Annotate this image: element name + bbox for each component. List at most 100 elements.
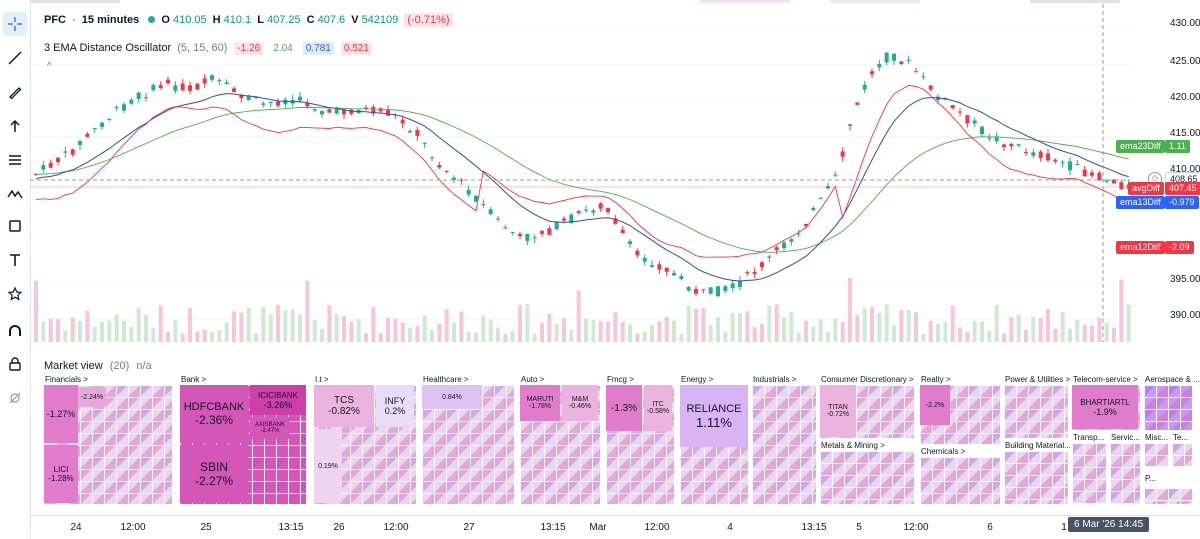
sector-consumer-discretionary[interactable]: Consumer Discretionary > TITAN -0.72%: [818, 374, 916, 440]
indicator-title[interactable]: 3 EMA Distance Oscillator: [44, 42, 172, 54]
price-label-420: 420.00: [1170, 92, 1200, 103]
sector-metals-mining[interactable]: Metals & Mining >: [818, 440, 916, 506]
chart-legend: PFC · 15 minutes O 410.05 H 410.1 L 407.25 …: [44, 13, 456, 27]
crosshair-time-label: 6 Mar '26 14:45: [1068, 517, 1150, 532]
pattern-icon[interactable]: [3, 182, 27, 206]
open-key: O: [161, 14, 170, 26]
volume-key: V: [351, 14, 359, 26]
stock-tile-icicibank[interactable]: ICICIBANK -3.26%: [250, 385, 306, 415]
market-view-status: n/a: [136, 360, 152, 372]
time-tick: 13:15: [278, 522, 304, 533]
close-value: 407.6: [317, 14, 346, 26]
change-badge: (-0.71%): [404, 13, 453, 27]
sector-building-material[interactable]: Building Material...: [1002, 440, 1071, 506]
stock-tile-sbin[interactable]: SBIN -2.27%: [180, 445, 248, 503]
ema13-line: [35, 93, 1129, 282]
stock-tile-hdfcbank[interactable]: HDFCBANK -2.36%: [180, 385, 248, 443]
ema13-value-tag: -0.979: [1165, 196, 1199, 209]
market-view-title: Market view: [44, 360, 103, 372]
sector-p[interactable]: P...: [1142, 468, 1194, 506]
time-tick: 12:00: [383, 522, 409, 533]
price-label-390: 390.00: [1170, 310, 1200, 321]
stock-tile-tcs[interactable]: TCS -0.82%: [314, 385, 374, 427]
ema13-tag: ema13Diff: [1116, 196, 1165, 209]
stock-tile-axisbank[interactable]: AXISBANK -2.47%: [250, 417, 290, 439]
indicator-value-3: 0.781: [302, 42, 334, 55]
sector-aerospace[interactable]: Aerospace & ...: [1142, 374, 1200, 432]
magnet-icon[interactable]: [3, 320, 27, 344]
stock-tile-lici[interactable]: LICI -1.28%: [44, 445, 78, 503]
collapse-chevron-icon[interactable]: ^: [47, 61, 52, 72]
indicator-legend[interactable]: 3 EMA Distance Oscillator (5, 15, 60) -1…: [44, 42, 372, 55]
price-label-415: 415.00: [1170, 128, 1200, 139]
rectangle-icon[interactable]: [3, 214, 27, 238]
time-tick: Mar: [589, 522, 607, 533]
low-key: L: [257, 14, 264, 26]
ema23-line: [35, 106, 1129, 253]
lock-icon[interactable]: [3, 352, 27, 376]
stock-tile[interactable]: -2.24%: [78, 387, 106, 407]
stock-tile-itc[interactable]: ITC -0.58%: [644, 385, 672, 431]
indicator-value-4: 0.521: [340, 42, 372, 55]
interval[interactable]: 15 minutes: [81, 14, 140, 26]
time-tick: 5: [856, 522, 862, 533]
sector-telecom[interactable]: Telecom-service > BHARTIARTL -1.9%: [1070, 374, 1142, 432]
sector-industrials[interactable]: Industrials >: [750, 374, 818, 506]
market-view-header[interactable]: Market view (20) n/a: [44, 360, 152, 372]
stock-tile-infy[interactable]: INFY 0.2%: [376, 385, 414, 427]
sector-it[interactable]: I.t > TCS -0.82% INFY 0.2% 0.19%: [312, 374, 418, 506]
sector-healthcare[interactable]: Healthcare > 0.84%: [420, 374, 516, 506]
time-tick: 13:15: [540, 522, 566, 533]
sector-transport[interactable]: Transp...: [1070, 432, 1108, 506]
time-tick: 13:15: [801, 522, 827, 533]
stock-tile-bhartiartl[interactable]: BHARTIARTL -1.9%: [1072, 385, 1138, 429]
price-chart[interactable]: [30, 4, 1200, 342]
time-tick: 12:00: [903, 522, 929, 533]
sector-energy[interactable]: Energy > RELIANCE 1.11%: [678, 374, 750, 506]
ema12-tag: ema12Diff: [1116, 241, 1165, 254]
sector-power-utilities[interactable]: Power & Utilities >: [1002, 374, 1070, 440]
stock-tile-mm[interactable]: M&M -0.46%: [562, 385, 598, 421]
time-tick: 25: [200, 522, 212, 533]
open-value: 410.05: [172, 14, 207, 26]
stock-tile[interactable]: -1.27%: [44, 385, 78, 443]
ema12-value-tag: -2.09: [1165, 241, 1194, 254]
brush-icon[interactable]: [3, 80, 27, 104]
symbol[interactable]: PFC: [44, 14, 66, 26]
price-label-425: 425.00: [1170, 56, 1200, 67]
stock-tile[interactable]: 0.19%: [314, 429, 342, 503]
sector-te[interactable]: Te...: [1170, 432, 1194, 468]
stock-tile-maruti[interactable]: MARUTI -1.78%: [520, 385, 560, 421]
high-key: H: [212, 14, 221, 26]
interval-separator: ·: [72, 14, 76, 26]
sector-chemicals[interactable]: Chemicals >: [918, 446, 1002, 506]
arrow-up-icon[interactable]: [3, 114, 27, 138]
drawing-toolbar: [0, 0, 31, 538]
sector-fmcg[interactable]: Fmcg > -1.3% ITC -0.58%: [604, 374, 676, 506]
stock-tile[interactable]: 0.84%: [422, 385, 482, 409]
stock-tile[interactable]: -1.3%: [606, 385, 642, 431]
sector-bank[interactable]: Bank > HDFCBANK -2.36% ICICIBANK -3.26% AX…: [178, 374, 308, 506]
time-tick: 24: [70, 522, 82, 533]
trendline-icon[interactable]: [3, 46, 27, 70]
stock-tile[interactable]: -2.2%: [920, 385, 950, 425]
sector-financials[interactable]: Financials > -2.24% -1.27% LICI -1.28%: [42, 374, 174, 506]
sector-misc[interactable]: Misc...: [1142, 432, 1170, 468]
text-icon[interactable]: [3, 248, 27, 272]
stock-tile-reliance[interactable]: RELIANCE 1.11%: [680, 385, 748, 447]
time-axis[interactable]: 24 12:00 25 13:15 26 12:00 27 13:15 Mar …: [30, 515, 1200, 539]
sector-realty[interactable]: Realty > -2.2%: [918, 374, 1002, 446]
time-tick: 6: [987, 522, 993, 533]
time-tick: 27: [463, 522, 475, 533]
avg-value-tag: 407.45: [1165, 182, 1200, 195]
stock-tile-titan[interactable]: TITAN -0.72%: [820, 385, 856, 437]
star-icon[interactable]: [3, 282, 27, 306]
sector-auto[interactable]: Auto > MARUTI -1.78% M&M -0.46%: [518, 374, 602, 506]
indicator-value-2: 2.04: [273, 43, 293, 54]
sector-services[interactable]: Servic...: [1108, 432, 1142, 506]
crosshair-icon[interactable]: [3, 12, 27, 36]
indicator-value-1: -1.26: [234, 42, 264, 55]
fib-levels-icon[interactable]: [3, 148, 27, 172]
top-strip: [30, 0, 1120, 3]
eye-off-icon[interactable]: [3, 386, 27, 410]
